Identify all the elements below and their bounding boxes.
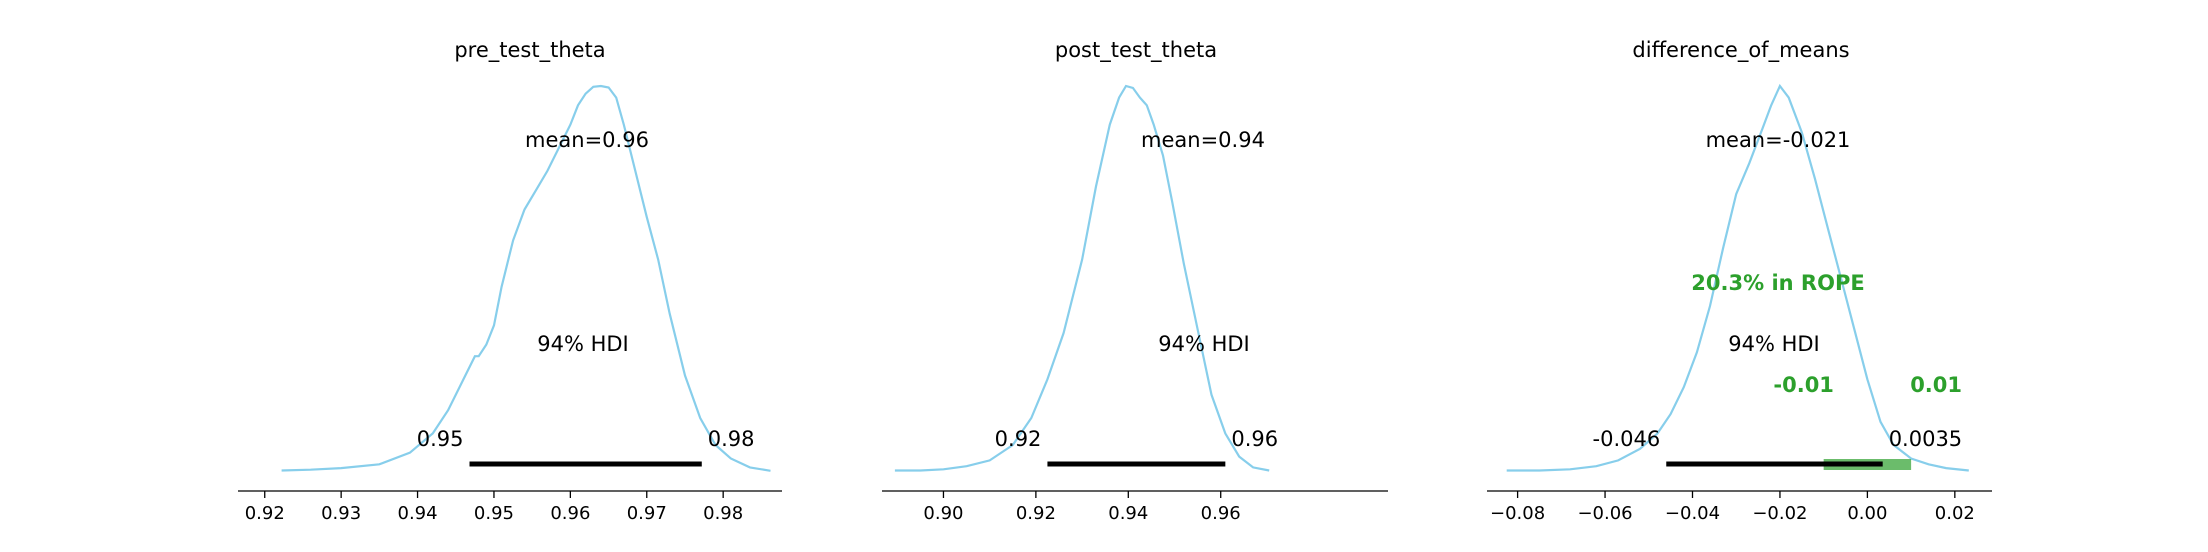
x-tick-label: 0.98 — [703, 503, 743, 524]
panel-pre-test-theta: pre_test_theta mean=0.96 94% HDI 0.95 0.… — [238, 38, 782, 524]
mean-label: mean=0.96 — [525, 128, 649, 152]
x-tick-label: 0.90 — [923, 503, 963, 524]
x-axis-ticks: 0.90 0.92 0.94 0.96 — [923, 491, 1241, 524]
x-tick-label: 0.92 — [245, 503, 285, 524]
kde-curve — [281, 84, 771, 472]
chart-title: pre_test_theta — [454, 38, 605, 63]
x-tick-label: 0.00 — [1847, 503, 1887, 524]
panel-difference-of-means: difference_of_means mean=-0.021 20.3% in… — [1487, 38, 1992, 524]
hdi-label: 94% HDI — [1728, 332, 1820, 356]
chart-title: post_test_theta — [1055, 38, 1217, 63]
x-tick-label: 0.93 — [321, 503, 361, 524]
rope-high-label: 0.01 — [1910, 373, 1962, 397]
x-tick-label: 0.95 — [474, 503, 514, 524]
x-tick-label: 0.96 — [1201, 503, 1241, 524]
x-tick-label: 0.92 — [1016, 503, 1056, 524]
x-tick-label: −0.04 — [1665, 503, 1720, 524]
hdi-high-label: 0.0035 — [1889, 427, 1962, 451]
hdi-label: 94% HDI — [1158, 332, 1250, 356]
x-tick-label: 0.97 — [627, 503, 667, 524]
x-tick-label: 0.02 — [1935, 503, 1975, 524]
rope-percent-label: 20.3% in ROPE — [1691, 271, 1864, 295]
hdi-low-label: -0.046 — [1593, 427, 1661, 451]
hdi-high-label: 0.96 — [1231, 427, 1278, 451]
panel-post-test-theta: post_test_theta mean=0.94 94% HDI 0.92 0… — [882, 38, 1388, 524]
x-axis-ticks: −0.08 −0.06 −0.04 −0.02 0.00 0.02 — [1490, 491, 1975, 524]
chart-title: difference_of_means — [1632, 38, 1849, 63]
x-tick-label: 0.96 — [550, 503, 590, 524]
rope-low-label: -0.01 — [1773, 373, 1834, 397]
x-tick-label: 0.94 — [398, 503, 438, 524]
kde-curve — [894, 84, 1270, 472]
hdi-low-label: 0.95 — [417, 427, 464, 451]
hdi-low-label: 0.92 — [995, 427, 1042, 451]
kde-curve — [1506, 83, 1969, 472]
hdi-high-label: 0.98 — [708, 427, 755, 451]
hdi-label: 94% HDI — [537, 332, 629, 356]
x-tick-label: 0.94 — [1108, 503, 1148, 524]
mean-label: mean=0.94 — [1141, 128, 1265, 152]
x-tick-label: −0.08 — [1490, 503, 1545, 524]
x-axis-ticks: 0.92 0.93 0.94 0.95 0.96 0.97 0.98 — [245, 491, 743, 524]
x-tick-label: −0.06 — [1577, 503, 1632, 524]
x-tick-label: −0.02 — [1752, 503, 1807, 524]
mean-label: mean=-0.021 — [1706, 128, 1851, 152]
